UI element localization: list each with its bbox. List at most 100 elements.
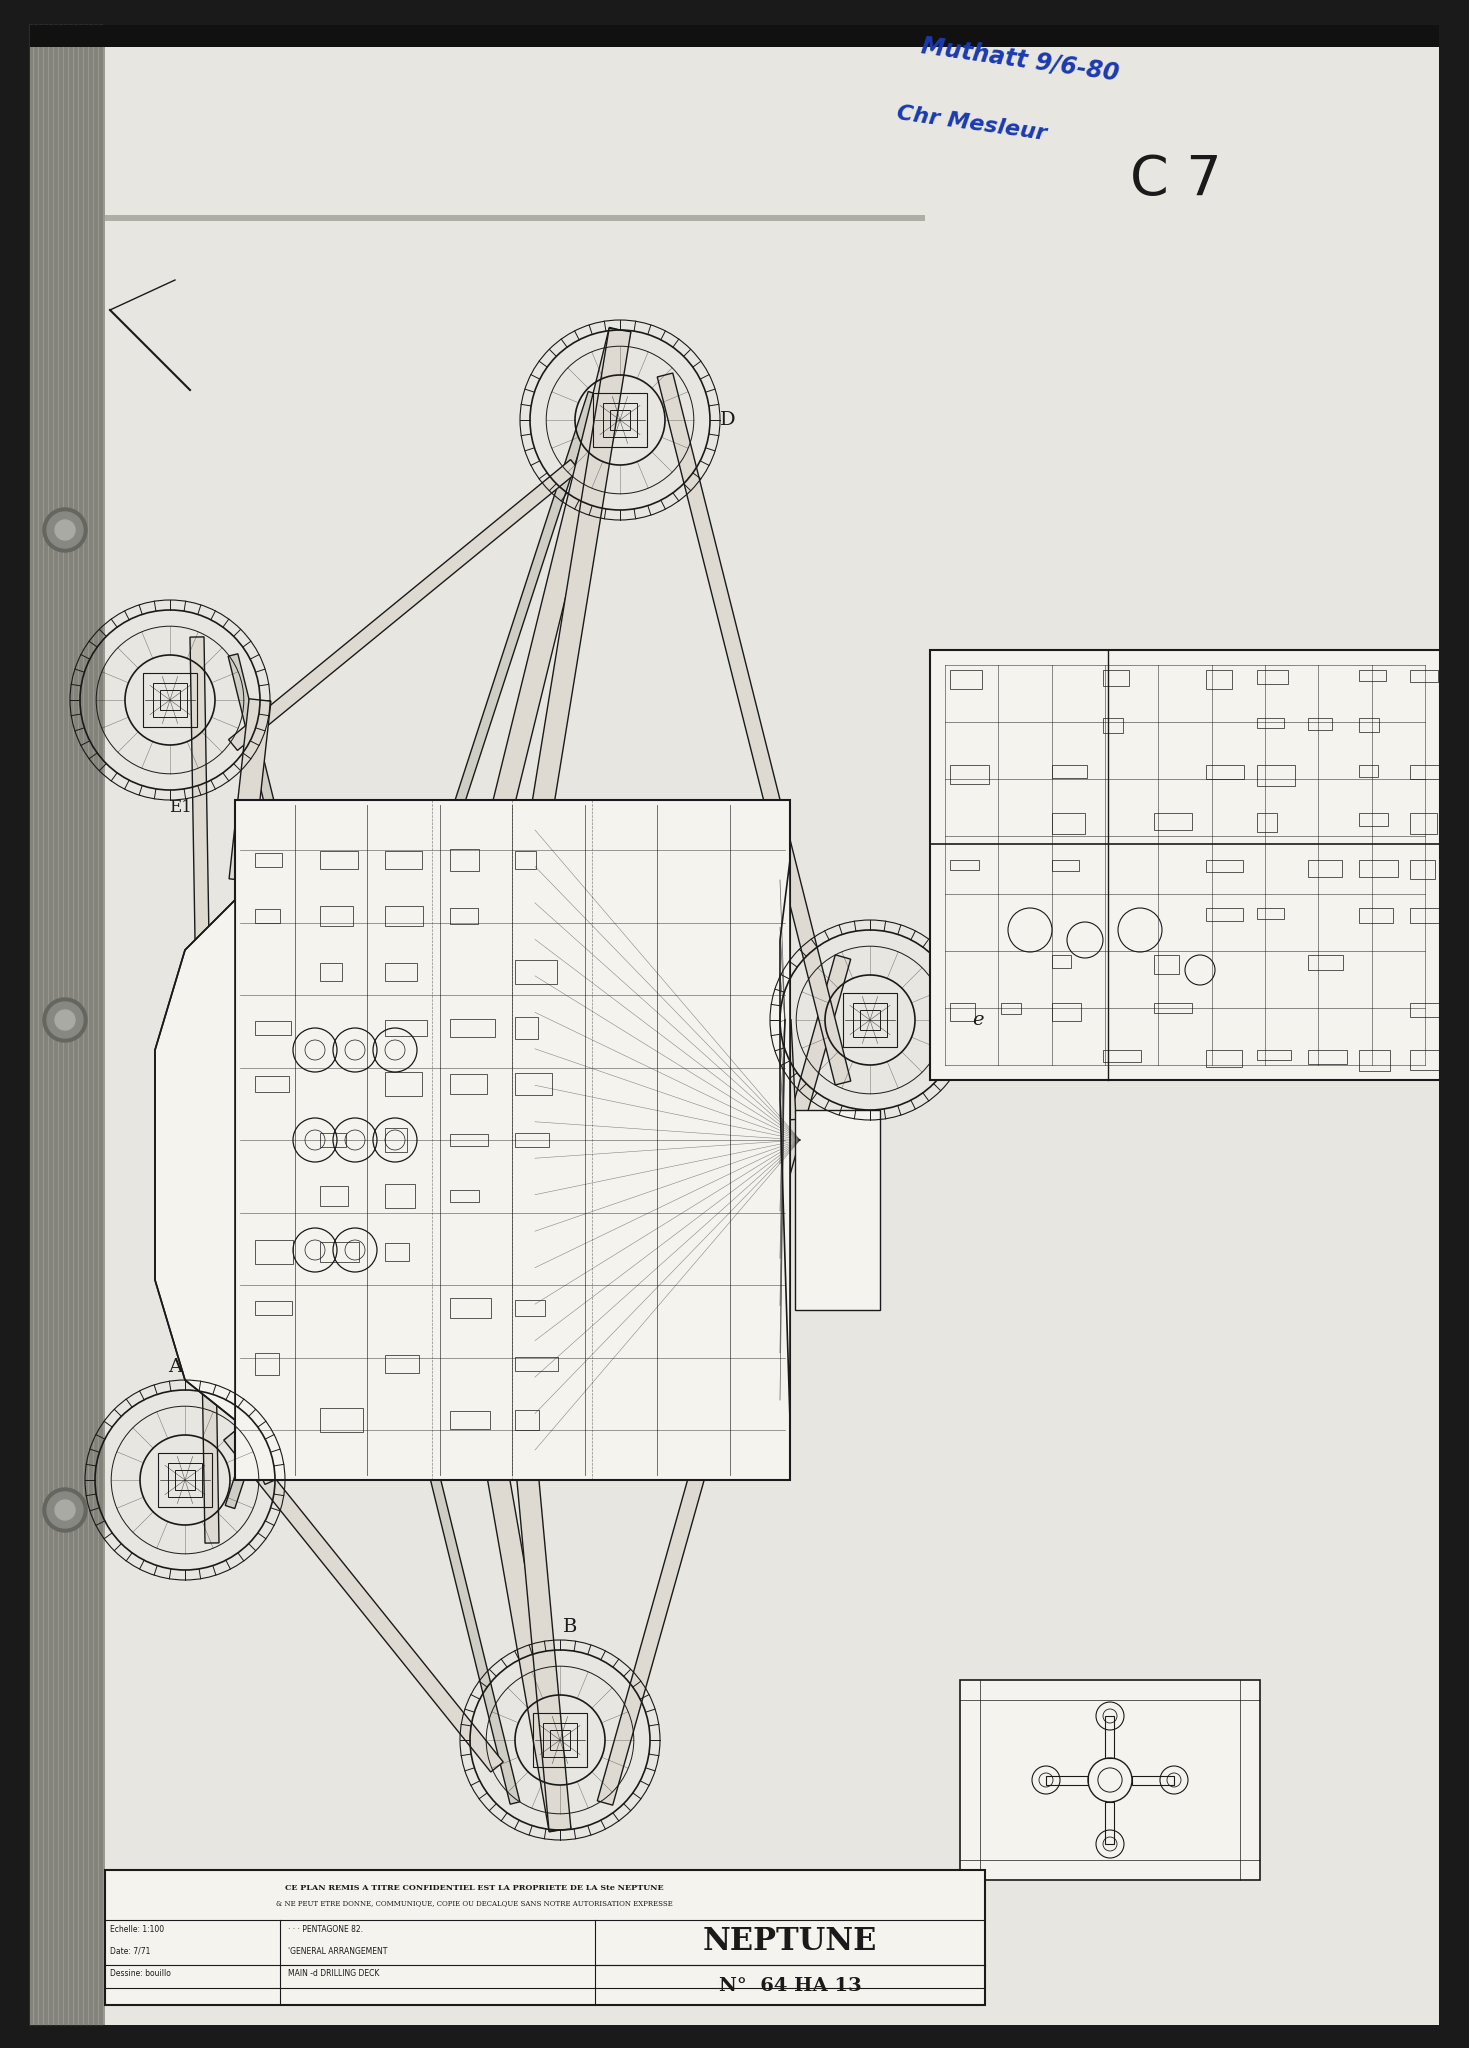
Bar <box>1103 1051 1140 1061</box>
Bar <box>843 993 898 1047</box>
Bar <box>1359 860 1397 877</box>
Bar <box>450 1298 491 1317</box>
Bar <box>1410 1051 1447 1071</box>
Bar <box>1307 717 1332 729</box>
Polygon shape <box>190 637 219 1542</box>
Bar <box>1155 813 1191 829</box>
Text: Chr Mesleur: Chr Mesleur <box>895 102 1047 143</box>
Bar <box>1256 813 1277 831</box>
Text: Echelle: 1:100: Echelle: 1:100 <box>110 1925 165 1933</box>
Polygon shape <box>598 954 851 1804</box>
Bar <box>104 215 925 221</box>
Bar <box>930 649 1440 1079</box>
Bar <box>450 1190 479 1202</box>
Bar <box>159 1452 212 1507</box>
Bar <box>256 1300 292 1315</box>
Bar <box>1052 954 1071 969</box>
Bar <box>516 852 536 868</box>
Bar <box>256 852 282 868</box>
Bar <box>320 963 342 981</box>
Bar <box>450 850 479 870</box>
Bar <box>167 1462 203 1497</box>
Polygon shape <box>780 860 790 1419</box>
Bar <box>1359 717 1379 731</box>
Polygon shape <box>532 328 630 811</box>
Bar <box>385 905 423 926</box>
Bar <box>1256 1051 1291 1061</box>
Bar <box>1410 813 1437 834</box>
Text: & NE PEUT ETRE DONNE, COMMUNIQUE, COPIE OU DECALQUE SANS NOTRE AUTORISATION EXPR: & NE PEUT ETRE DONNE, COMMUNIQUE, COPIE … <box>276 1898 673 1907</box>
Bar <box>256 1352 279 1376</box>
Text: Date: 7/71: Date: 7/71 <box>110 1948 150 1956</box>
Bar <box>853 1004 887 1036</box>
Polygon shape <box>768 1020 796 1120</box>
Bar <box>104 1870 986 2005</box>
Bar <box>450 1135 488 1147</box>
Bar <box>1410 670 1438 682</box>
Bar <box>544 1722 577 1757</box>
Polygon shape <box>223 1430 504 1772</box>
Bar <box>1155 954 1180 973</box>
Bar <box>950 860 978 870</box>
Polygon shape <box>228 653 520 1804</box>
Bar <box>1206 860 1243 872</box>
Bar <box>450 1075 486 1094</box>
Polygon shape <box>156 899 235 1419</box>
Bar <box>385 1243 408 1262</box>
Text: E1: E1 <box>169 799 191 815</box>
Bar <box>1307 860 1343 877</box>
Bar <box>256 909 279 924</box>
Bar <box>320 1133 347 1147</box>
Polygon shape <box>657 373 851 1085</box>
Bar <box>1410 907 1448 924</box>
Bar <box>29 25 104 2025</box>
Bar <box>1410 766 1441 778</box>
Text: MAIN -d DRILLING DECK: MAIN -d DRILLING DECK <box>288 1968 379 1978</box>
Bar <box>1256 907 1284 920</box>
Polygon shape <box>229 698 270 881</box>
Bar <box>142 674 197 727</box>
Bar <box>320 905 354 926</box>
Bar <box>516 961 557 985</box>
Bar <box>450 1411 491 1430</box>
Text: Dessine: bouillo: Dessine: bouillo <box>110 1968 170 1978</box>
Bar <box>256 1022 291 1034</box>
Text: A: A <box>167 1358 182 1376</box>
Polygon shape <box>486 1468 571 1831</box>
Text: CE PLAN REMIS A TITRE CONFIDENTIEL EST LA PROPRIETE DE LA Ste NEPTUNE: CE PLAN REMIS A TITRE CONFIDENTIEL EST L… <box>285 1884 664 1892</box>
Bar <box>1000 1004 1021 1014</box>
Bar <box>516 1073 552 1096</box>
Bar <box>256 1239 292 1264</box>
Bar <box>450 1018 495 1038</box>
Bar <box>175 1470 195 1489</box>
Circle shape <box>43 508 87 553</box>
Polygon shape <box>1046 1776 1089 1784</box>
Bar <box>1052 860 1080 870</box>
Bar <box>1206 1051 1241 1067</box>
Bar <box>1052 766 1087 778</box>
Bar <box>29 25 1440 47</box>
Polygon shape <box>1106 1716 1115 1757</box>
Circle shape <box>54 1499 75 1520</box>
Text: · · · PENTAGONE 82.: · · · PENTAGONE 82. <box>288 1925 363 1933</box>
Bar <box>861 1010 880 1030</box>
Bar <box>950 766 990 784</box>
Polygon shape <box>229 459 579 750</box>
Bar <box>1256 670 1288 684</box>
Bar <box>549 1731 570 1749</box>
Text: N°  64 HA 13: N° 64 HA 13 <box>718 1976 861 1995</box>
Polygon shape <box>231 1395 285 1485</box>
Bar <box>516 1133 549 1147</box>
Polygon shape <box>1106 1802 1115 1843</box>
Bar <box>1307 954 1343 969</box>
Bar <box>1359 813 1388 825</box>
Bar <box>1103 670 1128 686</box>
Circle shape <box>47 1001 84 1038</box>
Polygon shape <box>1133 1776 1174 1784</box>
Circle shape <box>47 512 84 549</box>
Bar <box>1052 1004 1081 1022</box>
Bar <box>516 1300 545 1317</box>
Bar <box>795 1110 880 1311</box>
Bar <box>320 1407 363 1432</box>
Bar <box>516 1356 558 1372</box>
